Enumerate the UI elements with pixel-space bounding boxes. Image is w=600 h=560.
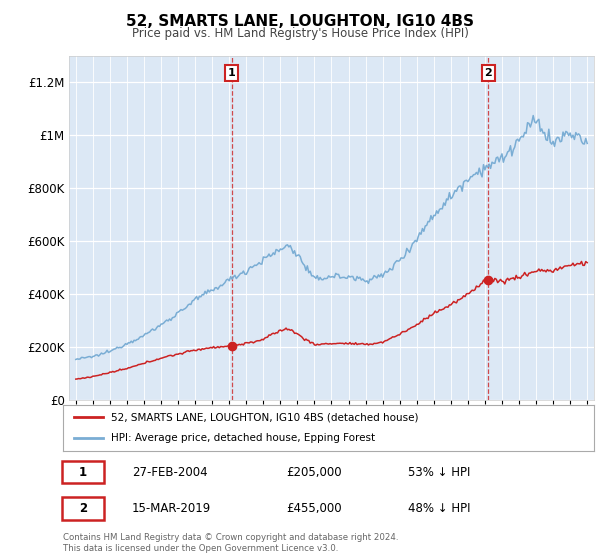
Text: 15-MAR-2019: 15-MAR-2019 [132, 502, 211, 515]
Text: 27-FEB-2004: 27-FEB-2004 [132, 466, 208, 479]
Text: Contains HM Land Registry data © Crown copyright and database right 2024.
This d: Contains HM Land Registry data © Crown c… [63, 533, 398, 553]
Text: 52, SMARTS LANE, LOUGHTON, IG10 4BS (detached house): 52, SMARTS LANE, LOUGHTON, IG10 4BS (det… [111, 412, 418, 422]
FancyBboxPatch shape [62, 497, 104, 520]
Text: 1: 1 [79, 466, 87, 479]
Text: Price paid vs. HM Land Registry's House Price Index (HPI): Price paid vs. HM Land Registry's House … [131, 27, 469, 40]
Text: 52, SMARTS LANE, LOUGHTON, IG10 4BS: 52, SMARTS LANE, LOUGHTON, IG10 4BS [126, 14, 474, 29]
Text: 2: 2 [484, 68, 492, 78]
Text: 2: 2 [79, 502, 87, 515]
Text: 1: 1 [228, 68, 236, 78]
Text: 53% ↓ HPI: 53% ↓ HPI [408, 466, 470, 479]
Text: 48% ↓ HPI: 48% ↓ HPI [408, 502, 470, 515]
Text: £205,000: £205,000 [286, 466, 341, 479]
Text: HPI: Average price, detached house, Epping Forest: HPI: Average price, detached house, Eppi… [111, 433, 375, 444]
FancyBboxPatch shape [62, 461, 104, 483]
Text: £455,000: £455,000 [286, 502, 341, 515]
